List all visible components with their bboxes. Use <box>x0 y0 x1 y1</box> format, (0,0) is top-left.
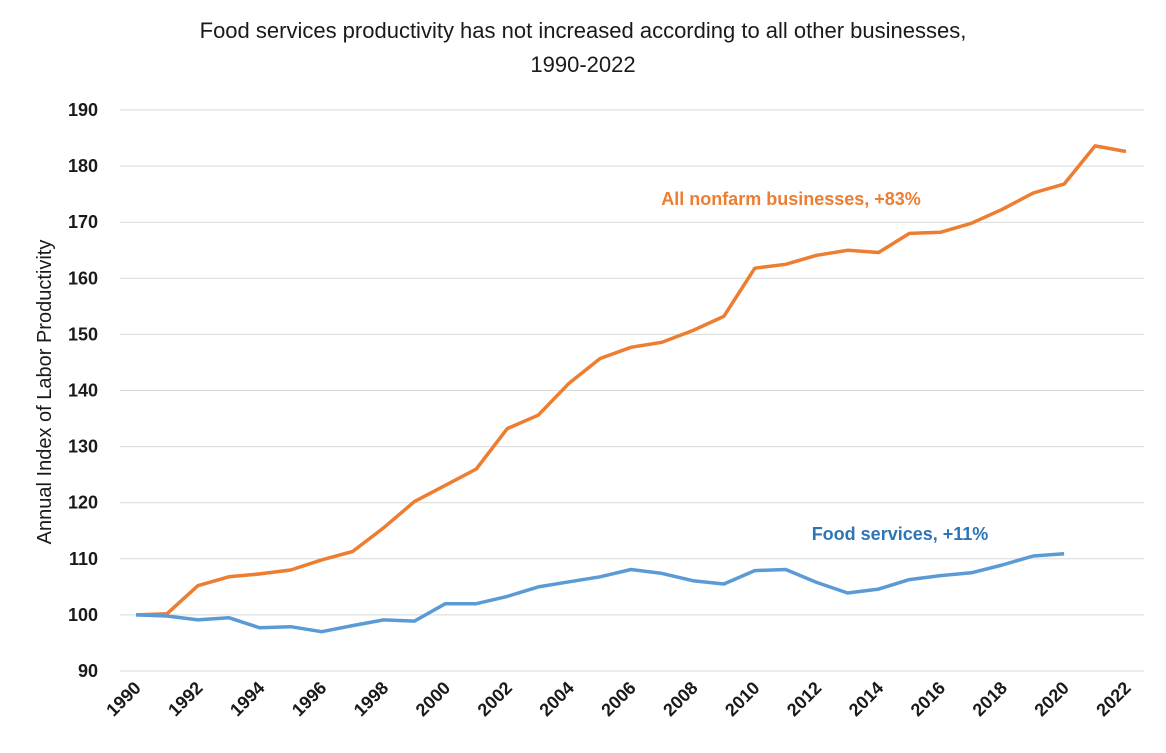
x-tick-label: 2022 <box>1092 678 1134 720</box>
x-axis-ticks: 1990 1992 1994 1996 1998 2000 2002 2004 2006 2008… <box>102 678 1134 720</box>
chart-title-line1: Food services productivity has not incre… <box>199 18 967 43</box>
series-line-nonfarm <box>135 144 1127 617</box>
x-tick-label: 2008 <box>659 678 701 720</box>
y-tick-label: 190 <box>68 100 98 120</box>
y-tick-label: 110 <box>69 549 98 569</box>
x-tick-label: 2000 <box>412 678 454 720</box>
x-tick-label: 1994 <box>226 678 268 720</box>
x-tick-label: 1998 <box>350 678 392 720</box>
y-axis-label: Annual Index of Labor Productivity <box>34 240 56 545</box>
y-tick-label: 130 <box>68 437 98 457</box>
y-tick-label: 100 <box>68 605 98 625</box>
y-tick-label: 90 <box>78 661 98 681</box>
x-tick-label: 2006 <box>597 678 639 720</box>
x-tick-label: 2010 <box>721 678 763 720</box>
x-tick-label: 2018 <box>969 678 1011 720</box>
series-line-food-services <box>135 552 1065 634</box>
x-tick-label: 2020 <box>1030 678 1072 720</box>
annotation-nonfarm: All nonfarm businesses, +83% <box>661 189 921 209</box>
x-tick-label: 2014 <box>845 678 887 720</box>
x-tick-label: 2016 <box>907 678 949 720</box>
y-tick-label: 120 <box>68 493 98 513</box>
chart-title-line2: 1990-2022 <box>530 52 636 77</box>
y-tick-label: 160 <box>68 268 98 288</box>
chart-title: Food services productivity has not incre… <box>0 14 1166 82</box>
x-tick-label: 2002 <box>474 678 516 720</box>
y-tick-label: 150 <box>68 324 98 344</box>
y-tick-label: 140 <box>68 381 98 401</box>
gridlines <box>120 109 1144 672</box>
x-tick-label: 2012 <box>783 678 825 720</box>
x-tick-label: 1990 <box>102 678 144 720</box>
y-tick-label: 180 <box>68 156 98 176</box>
x-tick-label: 2004 <box>535 678 577 720</box>
series-lines <box>135 144 1127 634</box>
y-axis-ticks: 90 100 110 120 130 140 150 160 170 180 190 <box>68 100 98 681</box>
annotation-food-services: Food services, +11% <box>812 524 989 544</box>
y-tick-label: 170 <box>68 212 98 232</box>
x-tick-label: 1996 <box>288 678 330 720</box>
x-tick-label: 1992 <box>164 678 206 720</box>
